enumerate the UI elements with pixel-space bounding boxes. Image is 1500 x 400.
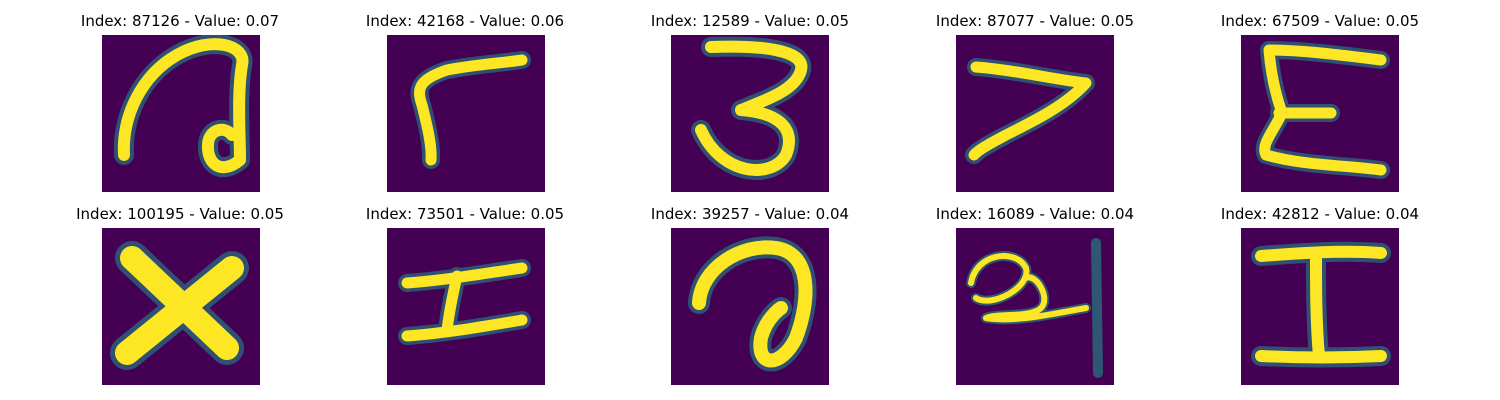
panel-title-8: Index: 39257 - Value: 0.04 — [650, 205, 850, 223]
panel-title-4: Index: 87077 - Value: 0.05 — [935, 12, 1135, 30]
glyph-image-4 — [956, 35, 1114, 192]
panel-title-1: Index: 87126 - Value: 0.07 — [80, 12, 280, 30]
panel-title-6: Index: 100195 - Value: 0.05 — [76, 205, 284, 223]
panel-title-9: Index: 16089 - Value: 0.04 — [935, 205, 1135, 223]
panel-title-3: Index: 12589 - Value: 0.05 — [650, 12, 850, 30]
panel-title-2: Index: 42168 - Value: 0.06 — [365, 12, 565, 30]
glyph-image-1 — [102, 35, 260, 192]
glyph-image-6 — [102, 228, 260, 385]
glyph-image-9 — [956, 228, 1114, 385]
glyph-image-7 — [387, 228, 545, 385]
glyph-image-8 — [671, 228, 829, 385]
panel-title-7: Index: 73501 - Value: 0.05 — [365, 205, 565, 223]
glyph-image-5 — [1241, 35, 1399, 192]
glyph-image-3 — [671, 35, 829, 192]
glyph-image-2 — [387, 35, 545, 192]
panel-title-5: Index: 67509 - Value: 0.05 — [1220, 12, 1420, 30]
glyph-image-10 — [1241, 228, 1399, 385]
panel-title-10: Index: 42812 - Value: 0.04 — [1220, 205, 1420, 223]
